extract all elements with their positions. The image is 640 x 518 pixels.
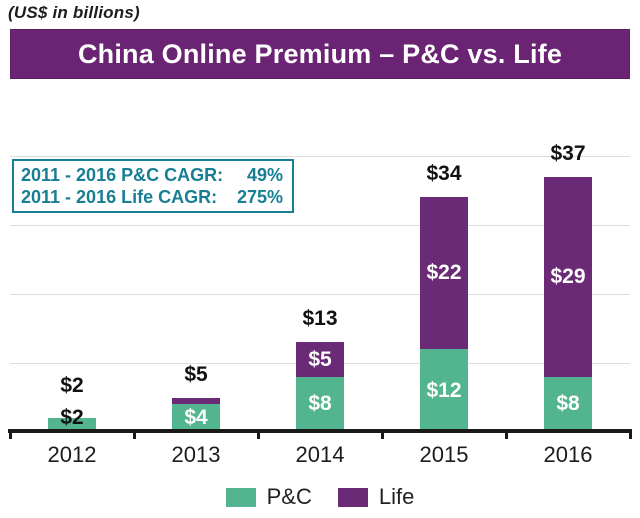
- bar-segment-label: $5: [308, 347, 332, 371]
- x-axis-tick: [628, 429, 632, 439]
- bar-segment-label: $8: [556, 392, 580, 416]
- bar-total-label: $34: [426, 162, 462, 186]
- cagr-row-pnc: 2011 - 2016 P&C CAGR: 49%: [21, 165, 283, 186]
- plot-area: $2 $2 2012 $4 $5 2013 $8 $5 $13 2014 $12 $22 $34 2015…: [0, 90, 640, 467]
- bar-segment-pc-2016: [544, 376, 592, 432]
- bar-segment-pc-2014: [296, 376, 344, 432]
- cagr-pnc-label: 2011 - 2016 P&C CAGR:: [21, 164, 224, 185]
- legend: P&C Life: [0, 484, 640, 510]
- bar-total-label: $13: [302, 307, 338, 331]
- cagr-annotation-box: 2011 - 2016 P&C CAGR: 49% 2011 - 2016 Li…: [12, 159, 294, 213]
- legend-label-pnc: P&C: [266, 484, 312, 509]
- bar-segment-label: $2: [60, 406, 84, 430]
- bar-segment-pc-2015: [420, 349, 468, 432]
- bar-segment-label: $8: [308, 392, 332, 416]
- cagr-row-life: 2011 - 2016 Life CAGR: 275%: [21, 187, 283, 208]
- x-axis-label-2014: 2014: [295, 442, 345, 467]
- bar-segment-pc-2013: [172, 404, 220, 432]
- x-axis-tick: [256, 429, 260, 439]
- bar-total-label: $2: [60, 374, 84, 398]
- bar-segment-label: $29: [550, 264, 586, 288]
- x-axis-label-2015: 2015: [419, 442, 469, 467]
- x-axis-tick: [132, 429, 136, 439]
- x-axis-tick: [8, 429, 12, 439]
- legend-swatch-life-icon: [337, 487, 368, 507]
- bar-segment-label: $12: [426, 378, 462, 402]
- x-axis-label-2016: 2016: [543, 442, 593, 467]
- gridline: [10, 294, 630, 295]
- legend-label-life: Life: [378, 484, 415, 509]
- bar-segment-life-2013: [172, 397, 220, 405]
- legend-swatch-pnc-icon: [225, 487, 256, 507]
- title-banner: China Online Premium – P&C vs. Life: [10, 29, 630, 79]
- bar-segment-label: $22: [426, 261, 462, 285]
- x-axis-line: [8, 429, 632, 433]
- x-axis-label-2012: 2012: [47, 442, 97, 467]
- legend-item-life: Life: [337, 484, 415, 510]
- cagr-life-value: 275%: [236, 186, 283, 207]
- x-axis-tick: [380, 429, 384, 439]
- gridline: [10, 156, 630, 157]
- bar-segment-life-2014: [296, 342, 344, 377]
- bar-segment-life-2015: [420, 197, 468, 350]
- bar-segment-pc-2012: [48, 418, 96, 432]
- x-axis-tick: [504, 429, 508, 439]
- bar-total-label: $5: [184, 362, 208, 386]
- legend-item-pnc: P&C: [225, 484, 312, 510]
- bar-segment-label: $4: [184, 406, 208, 430]
- gridline: [10, 225, 630, 226]
- cagr-pnc-value: 49%: [246, 164, 283, 185]
- bar-segment-life-2016: [544, 176, 592, 377]
- page-title: China Online Premium – P&C vs. Life: [77, 38, 563, 69]
- x-axis-label-2013: 2013: [171, 442, 221, 467]
- units-note: (US$ in billions): [8, 3, 140, 22]
- bar-total-label: $37: [550, 141, 586, 165]
- cagr-life-label: 2011 - 2016 Life CAGR:: [21, 186, 218, 207]
